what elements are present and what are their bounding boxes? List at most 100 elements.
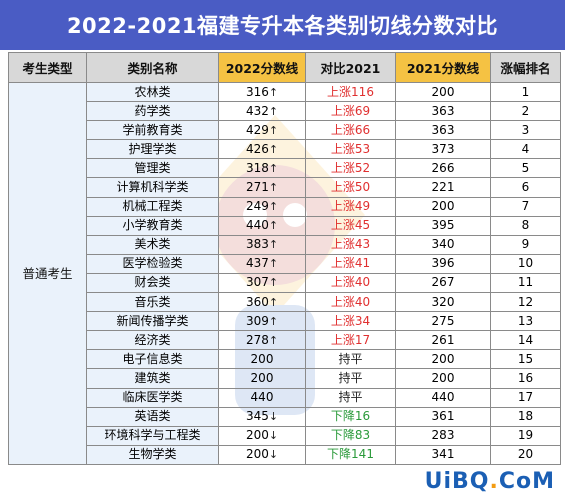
compare-cell: 下降83 [305, 425, 396, 446]
table-row: 英语类 345↓ 下降16 361 18 [9, 406, 561, 427]
compare-cell: 持平 [305, 368, 396, 389]
score-2022-value: 383 [245, 237, 269, 252]
score-2021-cell: 320 [395, 292, 491, 313]
compare-cell: 上涨45 [305, 215, 396, 236]
arrow-up-icon: ↑ [268, 333, 279, 347]
table-row: 美术类 383↑ 上涨43 340 9 [9, 234, 561, 255]
table-row: 管理类 318↑ 上涨52 266 5 [9, 158, 561, 179]
table-row: 计算机科学类 271↑ 上涨50 221 6 [9, 177, 561, 198]
arrow-up-icon: ↑ [268, 161, 279, 175]
table-row: 财会类 307↑ 上涨40 267 11 [9, 272, 561, 294]
table-row: 电子信息类 200 持平 200 15 [9, 349, 561, 370]
site-brand-logo: UiBQ.CoM [425, 469, 555, 494]
score-2022-cell: 200 [218, 349, 306, 370]
score-2021-cell: 373 [395, 139, 491, 160]
rank-cell: 13 [490, 311, 561, 332]
score-2022-value: 271 [245, 180, 269, 195]
score-2021-cell: 275 [395, 311, 491, 332]
score-2021-cell: 396 [395, 253, 491, 274]
arrow-up-icon: ↑ [268, 314, 279, 328]
category-name-cell: 机械工程类 [86, 196, 219, 217]
rank-cell: 5 [490, 158, 561, 179]
compare-cell: 上涨116 [305, 81, 396, 103]
score-2022-cell: 426↑ [218, 139, 306, 160]
arrow-up-icon: ↑ [268, 123, 279, 137]
category-name-cell: 临床医学类 [86, 387, 219, 408]
score-2022-cell: 249↑ [218, 196, 306, 217]
score-2021-cell: 341 [395, 444, 491, 465]
score-2021-cell: 200 [395, 196, 491, 217]
score-2022-value: 426 [245, 141, 269, 156]
compare-cell: 上涨17 [305, 330, 396, 351]
compare-cell: 上涨50 [305, 177, 396, 198]
rank-cell: 3 [490, 120, 561, 141]
rank-cell: 15 [490, 349, 561, 370]
category-name-cell: 医学检验类 [86, 253, 219, 274]
category-name-cell: 财会类 [86, 272, 219, 294]
table-row: 环境科学与工程类 200↓ 下降83 283 19 [9, 425, 561, 446]
category-name-cell: 护理学类 [86, 139, 219, 160]
table-row: 新闻传播学类 309↑ 上涨34 275 13 [9, 311, 561, 332]
score-2021-cell: 200 [395, 368, 491, 389]
arrow-down-icon: ↓ [268, 429, 279, 443]
arrow-up-icon: ↑ [268, 142, 279, 156]
category-name-cell: 管理类 [86, 158, 219, 179]
rank-cell: 8 [490, 215, 561, 236]
category-name-cell: 美术类 [86, 234, 219, 255]
score-2022-value: 360 [245, 294, 269, 309]
arrow-up-icon: ↑ [268, 257, 279, 271]
score-2022-value: 200 [245, 428, 269, 443]
score-2022-cell: 316↑ [218, 81, 306, 103]
arrow-up-icon: ↑ [268, 238, 279, 252]
compare-cell: 上涨52 [305, 158, 396, 179]
table-row: 学前教育类 429↑ 上涨66 363 3 [9, 120, 561, 141]
table-row: 经济类 278↑ 上涨17 261 14 [9, 330, 561, 351]
compare-cell: 上涨66 [305, 120, 396, 141]
brand-dot: . [489, 469, 499, 494]
category-name-cell: 环境科学与工程类 [86, 425, 219, 446]
category-name-cell: 新闻传播学类 [86, 311, 219, 332]
compare-cell: 持平 [305, 349, 396, 370]
rank-cell: 9 [490, 234, 561, 255]
score-2022-value: 318 [245, 160, 269, 175]
rank-cell: 19 [490, 425, 561, 446]
compare-cell: 上涨41 [305, 253, 396, 274]
table-body: 普通考生 农林类 316↑ 上涨116 200 1 药学类 432↑ 上涨69 363 2 学前教育类… [8, 81, 561, 465]
category-name-cell: 药学类 [86, 101, 219, 122]
score-2022-value: 432 [245, 103, 269, 118]
score-2022-value: 309 [245, 313, 269, 328]
rank-cell: 7 [490, 196, 561, 217]
score-2022-value: 440 [250, 390, 274, 405]
header-rank: 涨幅排名 [490, 52, 561, 83]
score-2021-cell: 395 [395, 215, 491, 236]
header-name: 类别名称 [86, 52, 219, 83]
category-name-cell: 农林类 [86, 81, 219, 103]
table-header-row: 考生类型 类别名称 2022分数线 对比2021 2021分数线 涨幅排名 [8, 52, 561, 83]
category-name-cell: 计算机科学类 [86, 177, 219, 198]
compare-cell: 持平 [305, 387, 396, 408]
arrow-down-icon: ↓ [268, 448, 279, 462]
score-2021-cell: 283 [395, 425, 491, 446]
score-2021-cell: 363 [395, 101, 491, 122]
score-2022-cell: 429↑ [218, 120, 306, 141]
score-2022-cell: 271↑ [218, 177, 306, 198]
score-2022-value: 316 [245, 84, 269, 99]
table-row: 临床医学类 440 持平 440 17 [9, 387, 561, 408]
arrow-up-icon: ↑ [268, 276, 279, 290]
header-score2021: 2021分数线 [395, 52, 491, 83]
score-2022-cell: 440 [218, 387, 306, 408]
rank-cell: 11 [490, 272, 561, 294]
table-row: 机械工程类 249↑ 上涨49 200 7 [9, 196, 561, 217]
arrow-up-icon: ↑ [268, 200, 279, 214]
table-row: 普通考生 农林类 316↑ 上涨116 200 1 [8, 81, 561, 465]
category-name-cell: 学前教育类 [86, 120, 219, 141]
header-score2022: 2022分数线 [218, 52, 306, 83]
category-name-cell: 电子信息类 [86, 349, 219, 370]
arrow-up-icon: ↑ [268, 219, 279, 233]
score-2022-value: 429 [245, 122, 269, 137]
rank-cell: 4 [490, 139, 561, 160]
rank-cell: 14 [490, 330, 561, 351]
category-name-cell: 小学教育类 [86, 215, 219, 236]
score-2022-cell: 440↑ [218, 215, 306, 236]
score-2021-cell: 440 [395, 387, 491, 408]
